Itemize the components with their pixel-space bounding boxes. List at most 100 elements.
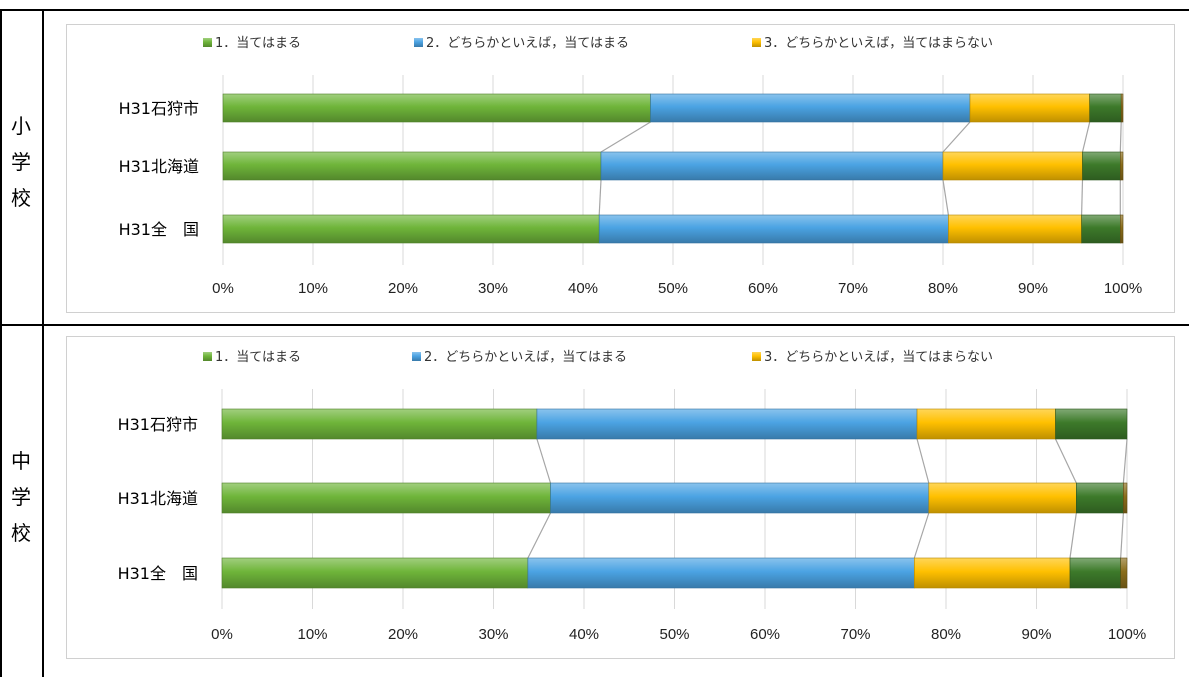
junior-high-school-label: 中 学 校 [8,443,34,551]
legend-swatch [752,38,761,47]
frame-top-border [0,9,1189,11]
series-connector-line [1069,512,1077,559]
category-label: H31石狩市 [119,99,199,118]
bar-segment [1076,482,1124,514]
x-tick-label: 90% [1021,626,1051,643]
bar-segment [600,151,944,181]
series-connector-line [916,438,930,484]
x-tick-label: 50% [658,280,688,297]
bar-segment [1120,151,1124,181]
junior-high-school-chart: 0% 10% 20% 30% 40% 50% 60% 70% 80% 90% 100% 1．当てはまる… [66,336,1175,659]
legend-label: 2．どちらかといえば，当てはまる [424,350,627,365]
label-char: 中 [11,449,31,473]
x-tick-label: 20% [388,626,418,643]
x-tick-label: 50% [659,626,689,643]
bar-segment [1055,408,1128,440]
label-char: 小 [11,114,31,138]
chart-svg: 0% 10% 20% 30% 40% 50% 60% 70% 80% 90% 100% 1．当てはまる… [118,350,1147,643]
bar-segment [598,214,949,244]
label-char: 学 [11,485,31,509]
legend-label: 3．どちらかといえば，当てはまらない [764,36,993,51]
category-label: H31全 国 [118,564,198,583]
series-connector-line [942,121,971,153]
legend-label: 2．どちらかといえば，当てはまる [426,36,629,51]
x-tick-label: 20% [388,280,418,297]
x-tick-label: 0% [212,280,234,297]
series-connector-line [598,179,602,216]
bar-segment [1069,557,1121,589]
series-connector-line [1122,438,1128,484]
x-tick-label: 60% [750,626,780,643]
x-tick-label: 10% [297,626,327,643]
series-connector-line [1120,512,1124,559]
x-tick-label: 70% [838,280,868,297]
frame-row-divider [0,324,1189,326]
series-connector-line [913,512,930,559]
bar-segment [969,93,1090,123]
bar-segment [527,557,915,589]
x-tick-label: 30% [478,626,508,643]
label-char: 校 [11,186,31,210]
series-connector-line [1054,438,1077,484]
bar-segment [914,557,1071,589]
x-tick-label: 100% [1108,626,1146,643]
series-connector-line [527,512,552,559]
elementary-school-chart: 0% 10% 20% 30% 40% 50% 60% 70% 80% 90% 100% 1．当てはまる… [66,24,1175,313]
legend-swatch [203,38,212,47]
x-tick-label: 30% [478,280,508,297]
bar-segment [536,408,918,440]
legend-label: 3．どちらかといえば，当てはまらない [764,350,993,365]
x-tick-label: 60% [748,280,778,297]
bar-segment [650,93,971,123]
bar-segment [948,214,1082,244]
bar-segment [222,93,651,123]
bar-segment [550,482,930,514]
series-connector-line [942,179,949,216]
x-tick-label: 80% [928,280,958,297]
x-tick-label: 90% [1018,280,1048,297]
category-label: H31石狩市 [118,415,198,434]
bar-segment [1123,482,1128,514]
label-char: 校 [11,521,31,545]
x-tick-label: 10% [298,280,328,297]
series-connector-line [1119,121,1122,153]
elementary-school-label: 小 学 校 [8,108,34,216]
bar-segment [1082,151,1121,181]
bar-segment [221,557,529,589]
x-tick-label: 100% [1104,280,1142,297]
legend-label: 1．当てはまる [215,36,301,51]
legend-swatch [203,352,212,361]
bar-segment [916,408,1056,440]
category-label: H31北海道 [118,489,198,508]
bar-segment [942,151,1083,181]
legend-label: 1．当てはまる [215,350,301,365]
series-connector-line [600,121,651,153]
chart-svg: 0% 10% 20% 30% 40% 50% 60% 70% 80% 90% 100% 1．当てはまる… [119,36,1143,297]
legend-swatch [412,352,421,361]
bar-segment [1081,214,1121,244]
bar-segment [221,408,538,440]
bar-segment [222,214,600,244]
bar-segment [1120,557,1128,589]
series-connector-line [1081,121,1091,153]
bar-segment [1089,93,1122,123]
x-tick-label: 80% [931,626,961,643]
bar-segment [928,482,1077,514]
bar-segment [222,151,602,181]
legend-swatch [414,38,423,47]
x-tick-label: 70% [840,626,870,643]
bar-segment [1120,214,1124,244]
frame-column-divider [42,9,44,677]
series-connector-line [536,438,552,484]
category-label: H31北海道 [119,157,199,176]
bar-segment [221,482,551,514]
legend-swatch [752,352,761,361]
x-tick-label: 40% [568,280,598,297]
series-connector-line [1081,179,1084,216]
bar-segment [1120,93,1124,123]
label-char: 学 [11,150,31,174]
x-tick-label: 0% [211,626,233,643]
frame-left-border [0,9,2,677]
category-label: H31全 国 [119,220,199,239]
x-tick-label: 40% [569,626,599,643]
